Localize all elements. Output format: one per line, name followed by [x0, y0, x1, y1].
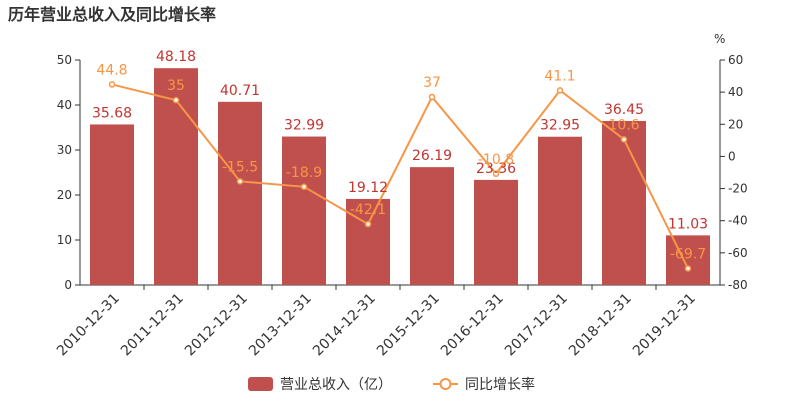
bar-data-label: 23.36 — [476, 161, 516, 177]
growth-rate-point[interactable] — [172, 96, 180, 104]
growth-rate-line — [111, 83, 689, 269]
legend-bar-swatch[interactable] — [248, 377, 273, 391]
line-data-label: 10.6 — [608, 117, 639, 133]
line-data-label: 37 — [423, 75, 441, 91]
bar[interactable] — [666, 235, 710, 285]
line-data-label: -10.8 — [478, 152, 514, 168]
y-right-tick-label: 0 — [728, 149, 736, 163]
bar-data-label: 40.71 — [220, 83, 260, 99]
bar-data-label: 36.45 — [604, 102, 644, 118]
growth-rate-point[interactable] — [300, 183, 308, 191]
bar-data-label: 32.95 — [540, 118, 580, 134]
y-left-tick-label: 20 — [57, 188, 72, 202]
y-right-unit: % — [714, 32, 725, 46]
growth-rate-point[interactable] — [556, 87, 564, 94]
growth-rate-point[interactable] — [492, 170, 500, 178]
y-right-tick-label: -80 — [728, 278, 748, 292]
bar-data-label: 48.18 — [156, 49, 196, 65]
bar-data-label: 35.68 — [92, 105, 132, 121]
bar[interactable] — [346, 198, 390, 285]
y-right-tick-label: 20 — [728, 117, 743, 131]
y-right-tick-label: -20 — [728, 182, 748, 196]
bar[interactable] — [90, 124, 134, 285]
bar[interactable] — [154, 68, 198, 285]
bar[interactable] — [538, 136, 582, 285]
bar-data-label: 26.19 — [412, 148, 452, 164]
line-data-label: -15.5 — [222, 159, 258, 175]
line-data-label: -42.1 — [350, 202, 386, 218]
bar[interactable] — [282, 136, 326, 285]
bar[interactable] — [410, 167, 454, 285]
growth-rate-point[interactable] — [428, 93, 436, 101]
bar[interactable] — [218, 101, 262, 286]
y-left-tick-label: 0 — [64, 278, 72, 292]
chart-title: 历年营业总收入及同比增长率 — [8, 5, 216, 24]
y-right-tick-label: -60 — [728, 246, 748, 260]
y-left-tick-label: 40 — [57, 98, 72, 112]
bar-data-label: 11.03 — [668, 216, 708, 232]
y-left-tick-label: 50 — [57, 53, 72, 67]
y-left-tick-label: 30 — [57, 143, 72, 157]
bar-data-label: 19.12 — [348, 180, 388, 196]
legend: 营业总收入（亿） 同比增长率 — [248, 376, 535, 393]
bar-data-label: 32.99 — [284, 118, 324, 134]
y-right-tick-label: 60 — [728, 53, 743, 67]
legend-line-marker[interactable] — [439, 378, 452, 390]
line-data-label: 44.8 — [96, 62, 127, 78]
line-data-label: 35 — [167, 78, 185, 94]
bar[interactable] — [602, 120, 646, 285]
legend-bar-label[interactable]: 营业总收入（亿） — [280, 377, 392, 393]
y-left-tick-label: 10 — [57, 233, 72, 247]
legend-line-label[interactable]: 同比增长率 — [465, 376, 535, 393]
y-right-tick-label: 40 — [728, 85, 743, 99]
growth-rate-point[interactable] — [364, 220, 372, 228]
bar[interactable] — [474, 179, 518, 285]
growth-rate-point[interactable] — [108, 81, 116, 88]
growth-rate-point[interactable] — [620, 136, 628, 143]
line-data-label: 41.1 — [544, 68, 575, 84]
line-data-label: -18.9 — [286, 165, 322, 181]
y-right-tick-label: -40 — [728, 214, 748, 228]
growth-rate-point[interactable] — [684, 265, 692, 272]
growth-rate-point[interactable] — [236, 178, 244, 185]
line-data-label: -69.7 — [670, 246, 706, 262]
